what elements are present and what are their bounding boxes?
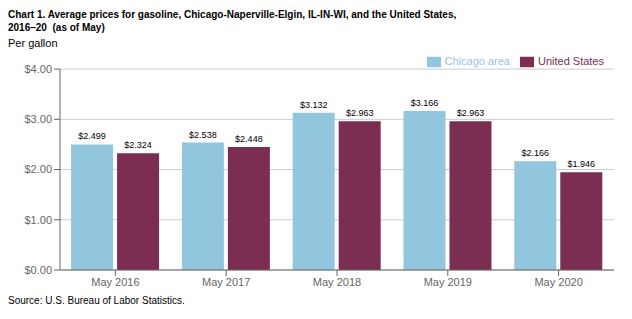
svg-text:$3.132: $3.132 [300, 100, 328, 110]
svg-text:$1.946: $1.946 [568, 159, 596, 169]
svg-text:$4.00: $4.00 [24, 63, 52, 75]
svg-text:$2.963: $2.963 [346, 108, 374, 118]
html-text:Chart 1. Average prices for ga: Chart 1. Average prices for gasoline, Ch… [8, 9, 457, 20]
html-text:Per gallon: Per gallon [8, 37, 58, 49]
svg-text:$2.448: $2.448 [235, 134, 263, 144]
svg-text:$2.00: $2.00 [24, 163, 52, 175]
html-text:Source: U.S. Bureau of Labor S: Source: U.S. Bureau of Labor Statistics. [8, 295, 185, 306]
html-text:2016–20 (as of May): 2016–20 (as of May) [8, 22, 105, 33]
svg-text:May 2019: May 2019 [424, 276, 472, 288]
html-text:Chicago area: Chicago area [444, 55, 510, 67]
svg-text:$1.00: $1.00 [24, 214, 52, 226]
svg-text:May 2020: May 2020 [534, 276, 582, 288]
svg-text:$3.00: $3.00 [24, 113, 52, 125]
svg-text:$2.324: $2.324 [124, 140, 152, 150]
svg-text:$0.00: $0.00 [24, 264, 52, 276]
svg-text:May 2016: May 2016 [91, 276, 139, 288]
html-text:United States: United States [538, 55, 604, 67]
svg-text:$2.963: $2.963 [457, 108, 485, 118]
svg-text:$2.166: $2.166 [522, 148, 550, 158]
svg-text:$3.166: $3.166 [411, 98, 439, 108]
svg-text:$2.499: $2.499 [78, 131, 106, 141]
svg-text:May 2017: May 2017 [202, 276, 250, 288]
svg-text:May 2018: May 2018 [313, 276, 361, 288]
svg-text:$2.538: $2.538 [189, 130, 217, 140]
